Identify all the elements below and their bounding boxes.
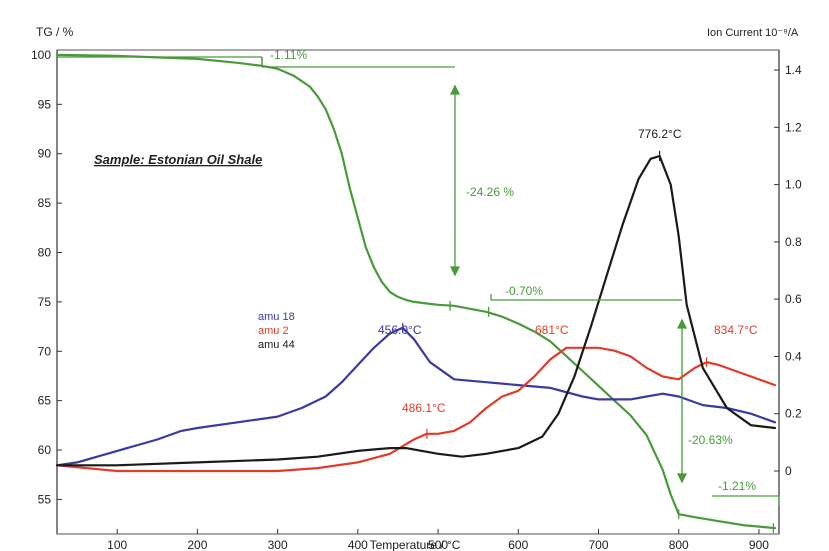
left-tick-label: 95 xyxy=(38,97,52,111)
right-tick-label: 0.6 xyxy=(785,292,802,306)
step3-label: -0.70% xyxy=(505,284,543,298)
left-tick-label: 100 xyxy=(31,48,51,62)
right-tick-label: 1.2 xyxy=(785,120,802,134)
peak-label-amu44: 776.2°C xyxy=(638,127,682,141)
right-tick-label: 0.8 xyxy=(785,235,802,249)
left-tick-label: 80 xyxy=(38,245,52,259)
plot-frame xyxy=(56,49,780,535)
x-axis-ticks: 100 200 300 400 500 600 700 800 900 xyxy=(107,529,769,551)
step4-arrow-head-top xyxy=(676,318,688,329)
step4-arrow-head-bottom xyxy=(676,473,688,484)
left-tick-label: 70 xyxy=(38,344,52,358)
right-tick-label: 0 xyxy=(785,464,792,478)
left-tick-label: 75 xyxy=(38,295,52,309)
x-tick-label: 400 xyxy=(348,538,368,551)
x-axis-label: Temperature / °C xyxy=(370,538,461,551)
step2-arrow-head-top xyxy=(449,84,461,95)
legend-amu18: amu 18 xyxy=(258,311,295,323)
left-axis-ticks: 55 60 65 70 75 80 85 90 95 100 xyxy=(31,48,62,506)
tg-curve xyxy=(55,53,777,530)
x-tick-label: 300 xyxy=(268,538,288,551)
x-tick-label: 600 xyxy=(508,538,528,551)
tg-step-annotations xyxy=(57,56,780,506)
x-tick-label: 700 xyxy=(588,538,608,551)
left-tick-label: 90 xyxy=(38,147,52,161)
legend-amu44: amu 44 xyxy=(258,339,295,351)
left-axis-label: TG / % xyxy=(36,25,74,39)
right-axis-label: Ion Current 10⁻⁹/A xyxy=(707,27,799,39)
step2-label: -24.26 % xyxy=(466,185,514,199)
left-tick-label: 60 xyxy=(38,443,52,457)
peak-label-amu18: 456.0°C xyxy=(378,323,422,337)
right-axis-ticks: 0 0.2 0.4 0.6 0.8 1.0 1.2 1.4 xyxy=(774,63,802,478)
step1-label: -1.11% xyxy=(270,48,307,62)
left-tick-label: 55 xyxy=(38,492,52,506)
amu44-curve xyxy=(55,154,777,467)
right-tick-label: 1.4 xyxy=(785,63,802,77)
left-tick-label: 65 xyxy=(38,394,52,408)
right-tick-label: 0.2 xyxy=(785,407,802,421)
amu18-curve xyxy=(55,326,777,467)
peak-label-amu2-486: 486.1°C xyxy=(402,401,446,415)
right-tick-label: 1.0 xyxy=(785,178,802,192)
x-tick-label: 200 xyxy=(187,538,207,551)
x-tick-label: 900 xyxy=(749,538,769,551)
x-tick-label: 800 xyxy=(669,538,689,551)
sample-label: Sample: Estonian Oil Shale xyxy=(94,152,262,167)
step5-label: -1.21% xyxy=(718,479,756,493)
legend: amu 18 amu 2 amu 44 xyxy=(258,311,295,351)
peak-label-amu2-834: 834.7°C xyxy=(714,323,758,337)
x-tick-label: 500 xyxy=(428,538,448,551)
left-tick-label: 85 xyxy=(38,196,52,210)
step4-label: -20.63% xyxy=(688,433,733,447)
right-tick-label: 0.4 xyxy=(785,349,802,363)
x-tick-label: 100 xyxy=(107,538,127,551)
legend-amu2: amu 2 xyxy=(258,325,289,337)
peak-label-amu2-681: 681°C xyxy=(535,323,569,337)
step2-arrow-head-bottom xyxy=(449,266,461,277)
